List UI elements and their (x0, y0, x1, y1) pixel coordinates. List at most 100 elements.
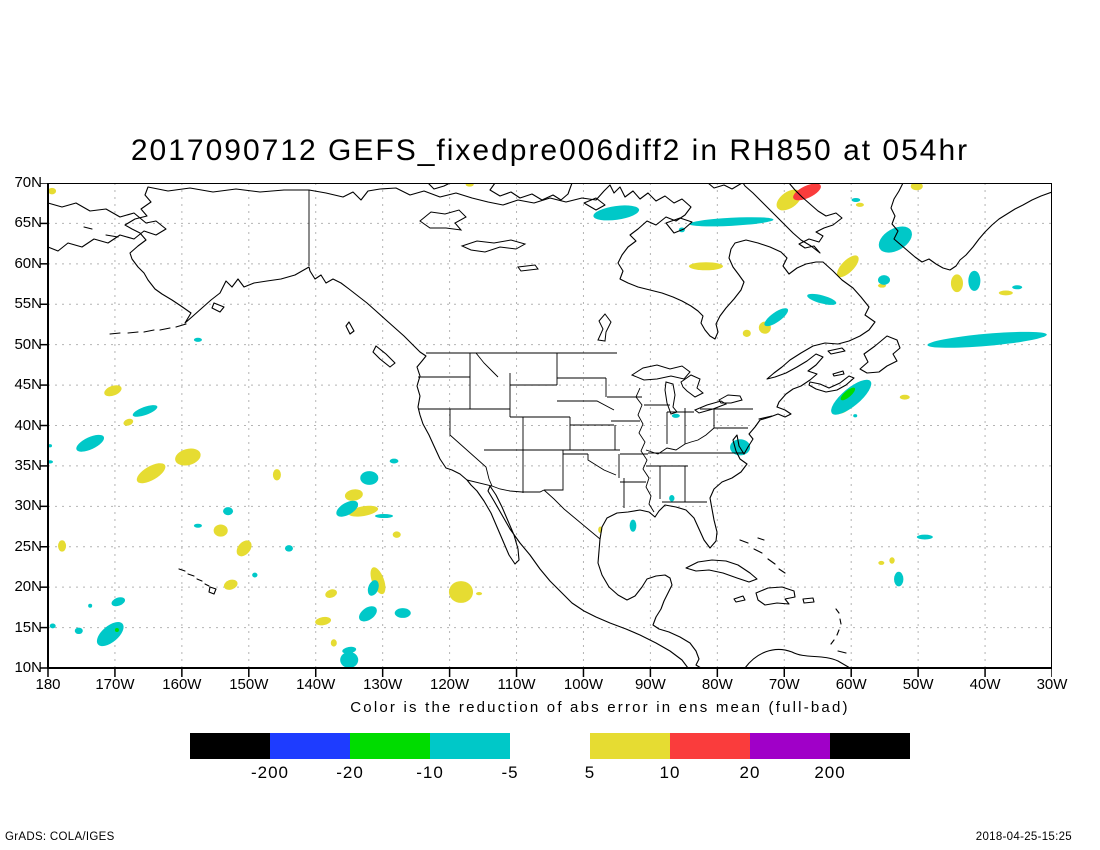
lon-label: 50W (902, 676, 934, 693)
anomaly-region-cyan (669, 495, 675, 502)
colorbar-value-label: 5 (584, 763, 596, 782)
colorbar-value-label: -200 (250, 763, 290, 782)
lon-label: 90W (634, 676, 666, 693)
anomaly-region-yellow (889, 557, 895, 564)
anomaly-region-cyan (389, 458, 399, 464)
anomaly-region-cyan (48, 444, 53, 448)
lat-label: 15N (14, 618, 42, 636)
anomaly-region-cyan (374, 514, 394, 519)
lat-label: 50N (14, 335, 42, 353)
anomaly-region-cyan (336, 500, 359, 517)
anomaly-region-green (114, 627, 119, 633)
anomaly-region-cyan (394, 608, 411, 618)
anomaly-region-yellow (136, 463, 166, 484)
colorbar-value-label: 200 (814, 763, 846, 782)
lat-label: 60N (14, 254, 42, 272)
anomaly-region-cyan (593, 205, 640, 221)
anomaly-region-yellow (878, 560, 885, 565)
anomaly-region-cyan (831, 379, 872, 415)
anomaly-region-cyan (894, 571, 904, 587)
anomaly-region-cyan (853, 414, 858, 418)
colorbar-segment-black (830, 733, 910, 759)
anomaly-region-cyan (927, 331, 1047, 348)
colorbar-value-label: -5 (501, 763, 519, 782)
anomaly-region-yellow (123, 418, 134, 426)
anomaly-region-yellow (950, 274, 963, 293)
anomaly-region-green (840, 387, 856, 401)
anomaly-region-cyan (49, 623, 56, 629)
anomaly-region-yellow (104, 385, 122, 397)
anomaly-region-cyan (342, 646, 357, 654)
colorbar-segment-purple (750, 733, 830, 759)
anomaly-region-yellow (223, 579, 238, 590)
state-borders (308, 190, 753, 540)
anomaly-region-yellow (344, 489, 363, 501)
lon-label: 180 (35, 676, 61, 693)
timestamp: 2018-04-25-15:25 (975, 831, 1072, 843)
anomaly-region-cyan (193, 337, 202, 342)
anomaly-region-cyan (193, 523, 202, 528)
lon-label: 150W (229, 676, 269, 693)
anomaly-region-yellow (742, 329, 751, 337)
axis-ticks (40, 183, 1052, 677)
anomaly-region-cyan (360, 471, 379, 485)
lat-label: 30N (14, 497, 42, 515)
anomaly-region-cyan (88, 603, 93, 608)
anomaly-region-cyan (807, 293, 837, 305)
lat-label: 10N (14, 659, 42, 676)
anomaly-region-cyan (74, 627, 83, 635)
colorbar-segment-blue (270, 733, 350, 759)
anomaly-region-cyan (689, 217, 774, 227)
anomaly-region-yellow (58, 540, 67, 552)
colorbar-segment-yellow (590, 733, 670, 759)
anomaly-region-cyan (223, 507, 234, 516)
lon-label: 80W (701, 676, 733, 693)
colorbar-negative (190, 733, 510, 759)
plot-title: 2017090712 GEFS_fixedpre006diff2 in RH85… (130, 134, 970, 167)
gridlines (48, 183, 1052, 668)
anomaly-region-cyan (340, 651, 359, 668)
anomaly-region-yellow (855, 202, 864, 207)
anomaly-region-cyan (671, 413, 680, 418)
anomaly-region-yellow (315, 616, 332, 626)
anomaly-region-cyan (851, 197, 861, 202)
lat-label: 45N (14, 376, 42, 394)
anomaly-region-cyan (629, 519, 637, 532)
anomaly-region-yellow (175, 448, 201, 466)
colorbar-segment-black (190, 733, 270, 759)
colorbar-value-label: 10 (659, 763, 681, 782)
lon-label: 60W (835, 676, 867, 693)
lon-label: 70W (768, 676, 800, 693)
map-frame (47, 183, 1052, 669)
anomaly-region-red (793, 183, 821, 201)
anomaly-region-yellow (837, 255, 859, 278)
colorbar-value-label: 20 (739, 763, 761, 782)
anomaly-region-cyan (367, 580, 379, 596)
anomaly-region-cyan (764, 308, 789, 327)
lon-label: 120W (430, 676, 470, 693)
anomaly-region-cyan (968, 270, 981, 291)
anomaly-region-yellow (370, 567, 386, 595)
lon-label: 130W (363, 676, 403, 693)
lon-label: 110W (497, 676, 536, 693)
anomaly-regions (46, 183, 1047, 668)
anomaly-region-yellow (392, 531, 401, 538)
lon-label: 40W (969, 676, 1001, 693)
grads-credit: GrADS: COLA/IGES (5, 831, 115, 843)
anomaly-region-yellow (272, 469, 281, 481)
anomaly-region-yellow (448, 581, 474, 603)
anomaly-region-yellow (325, 589, 337, 598)
anomaly-region-cyan (284, 545, 293, 552)
colorbar-segment-green (350, 733, 430, 759)
anomaly-region-cyan (1012, 285, 1023, 290)
anomaly-region-cyan (359, 606, 377, 622)
anomaly-region-cyan (916, 534, 933, 540)
coastline (47, 183, 1052, 669)
anomaly-region-cyan (252, 572, 258, 578)
lat-label: 65N (14, 214, 42, 232)
lat-label: 55N (14, 295, 42, 313)
anomaly-region-cyan (132, 405, 158, 417)
colorbar-caption: Color is the reduction of abs error in e… (350, 699, 850, 716)
colorbar-segment-red (670, 733, 750, 759)
